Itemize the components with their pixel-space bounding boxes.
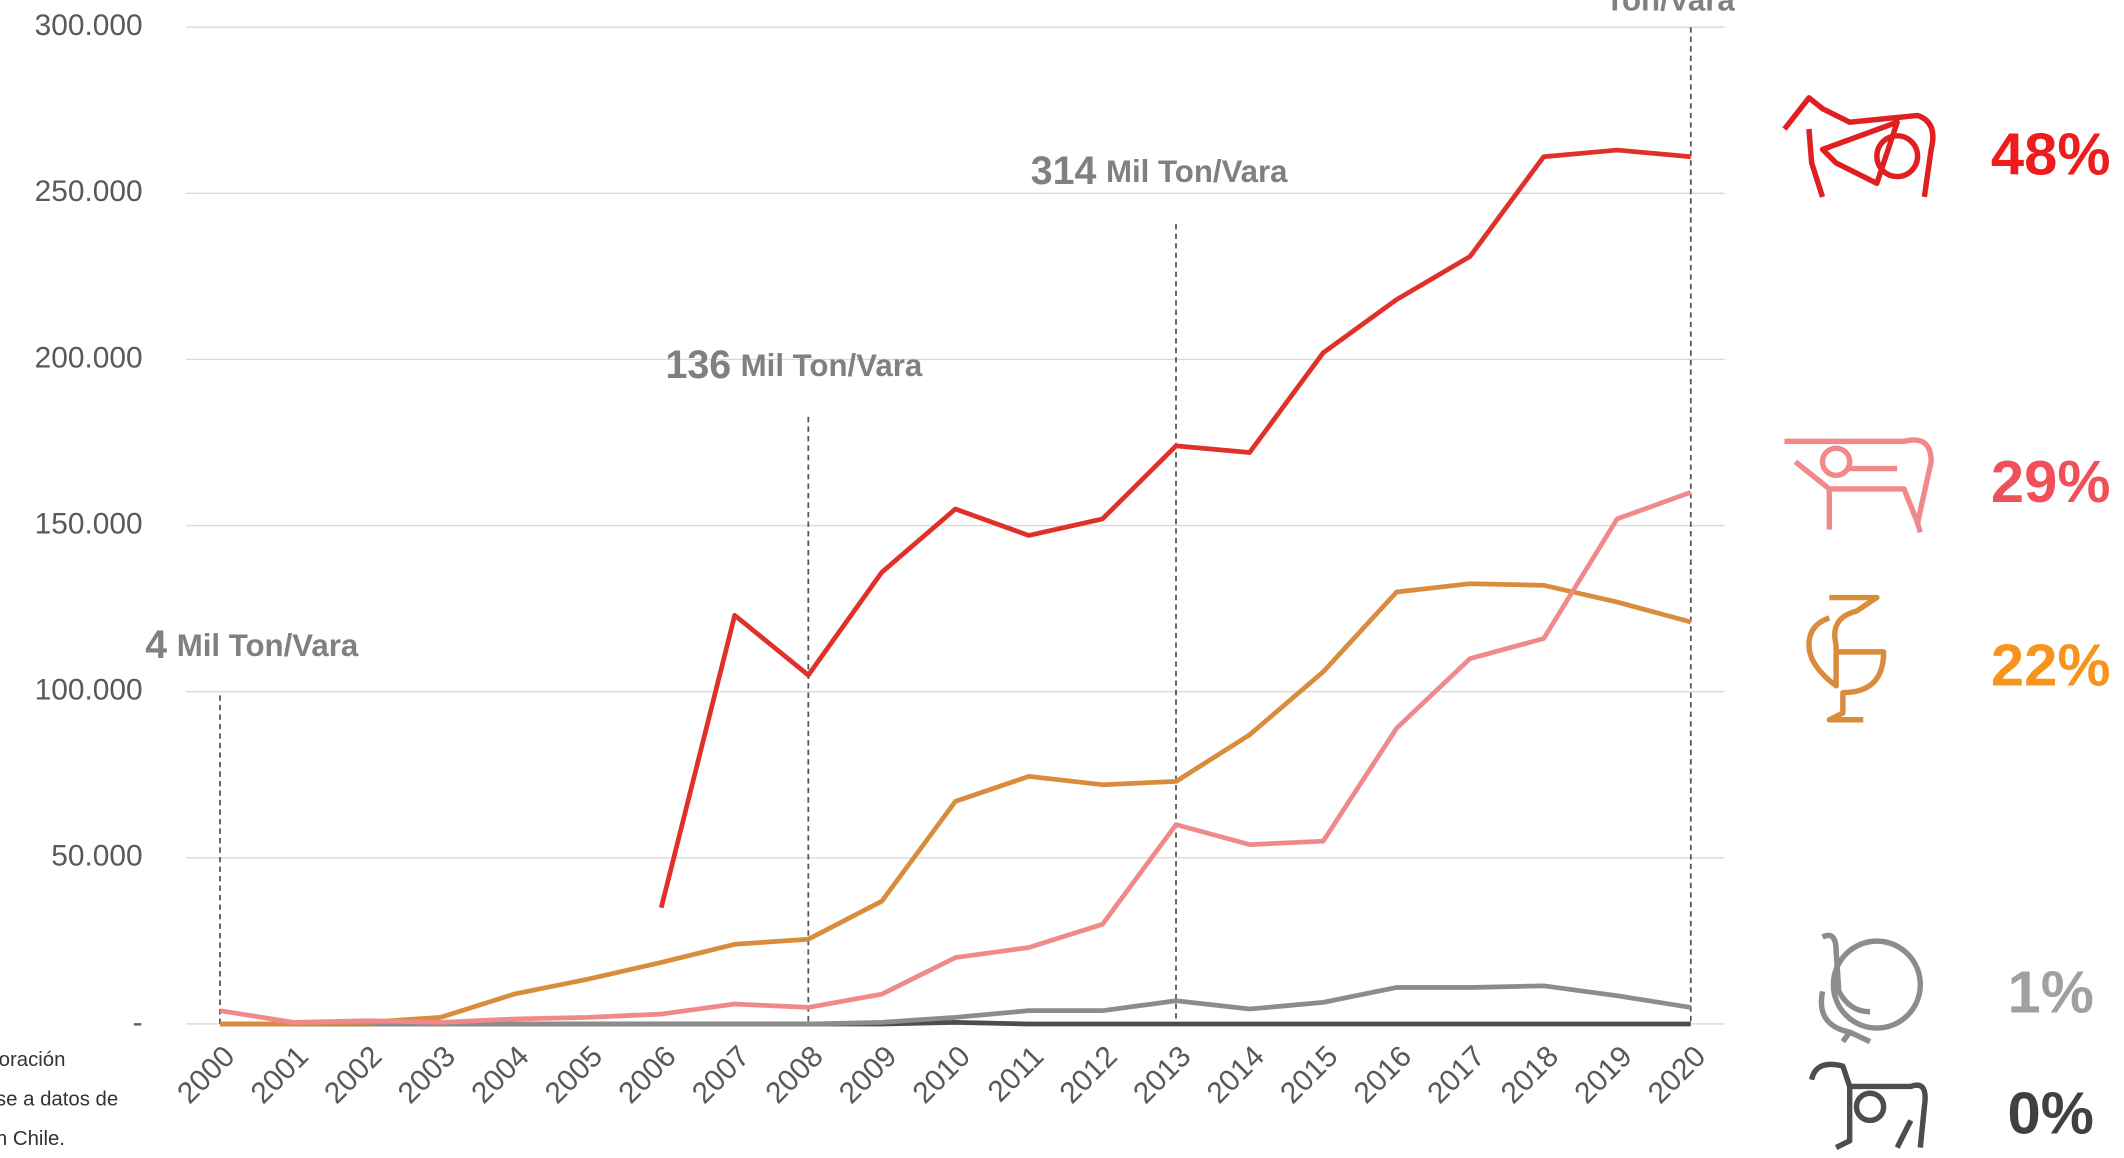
source-note: n Chile.	[0, 1128, 65, 1150]
y-tick-label: 50.000	[51, 840, 142, 873]
turkey-icon	[1818, 932, 1924, 1045]
sheep-icon	[1808, 1061, 1928, 1150]
series-line	[219, 581, 1692, 1027]
annotation: 4 Mil Ton/Vara	[145, 623, 359, 667]
share-label: 0%	[2007, 1079, 2093, 1146]
icons	[1782, 95, 1936, 1150]
x-tick-label: 2010	[906, 1040, 976, 1110]
annotation-text: Mil Ton/Vara	[1106, 154, 1288, 189]
series-line	[658, 147, 1691, 909]
x-tick-label: 2004	[465, 1040, 535, 1110]
x-tick-label: 2007	[686, 1040, 756, 1110]
annotation-number: 314	[1031, 149, 1097, 193]
y-tick-label: 300.000	[35, 9, 143, 42]
y-tick-label: 250.000	[35, 175, 143, 208]
x-tick-label: 2009	[833, 1040, 903, 1110]
x-tick-label: 2015	[1274, 1040, 1344, 1110]
annotation-number: 4	[145, 623, 167, 667]
annotation-text: Ton/Vara	[1605, 0, 1735, 18]
share-label: 29%	[1991, 448, 2111, 515]
x-tick-label: 2006	[612, 1040, 682, 1110]
x-tick-label: 2014	[1201, 1040, 1271, 1110]
x-tick-label: 2018	[1495, 1040, 1565, 1110]
series-line	[219, 490, 1692, 1025]
x-tick-label: 2011	[982, 1040, 1051, 1109]
x-tick-label: 2013	[1127, 1040, 1197, 1110]
annotation: 136 Mil Ton/Vara	[665, 343, 922, 387]
source-note: se a datos de	[0, 1088, 118, 1110]
share-label: 48%	[1991, 121, 2111, 188]
x-tick-label: 2008	[759, 1040, 829, 1110]
x-tick-label: 2016	[1348, 1040, 1418, 1110]
pig-icon	[1784, 437, 1934, 534]
x-tick-label: 2017	[1421, 1040, 1491, 1110]
y-tick-label: 200.000	[35, 341, 143, 374]
x-tick-label: 2001	[245, 1040, 315, 1110]
share-label: 1%	[2007, 959, 2093, 1026]
source-note: oración	[0, 1049, 65, 1071]
x-tick-label: 2019	[1568, 1040, 1638, 1110]
x-tick-label: 2020	[1642, 1040, 1712, 1110]
x-tick-label: 2005	[539, 1040, 609, 1110]
annotation: Ton/Vara	[1605, 0, 1735, 18]
chicken-icon	[1806, 594, 1887, 723]
series-line	[219, 983, 1692, 1027]
x-tick-label: 2002	[318, 1040, 388, 1110]
x-tick-label: 2012	[1054, 1040, 1124, 1110]
cow-icon	[1782, 95, 1936, 198]
y-tick-label: 150.000	[35, 507, 143, 540]
x-tick-label: 2000	[171, 1040, 241, 1110]
annotation-text: Mil Ton/Vara	[177, 628, 359, 663]
share-label: 22%	[1991, 631, 2111, 698]
y-tick-label: 100.000	[35, 674, 143, 707]
annotation: 314 Mil Ton/Vara	[1031, 149, 1288, 193]
annotation-number: 136	[665, 343, 731, 387]
x-tick-label: 2003	[392, 1040, 462, 1110]
annotation-text: Mil Ton/Vara	[741, 348, 923, 383]
y-tick-label: -	[133, 1006, 143, 1039]
